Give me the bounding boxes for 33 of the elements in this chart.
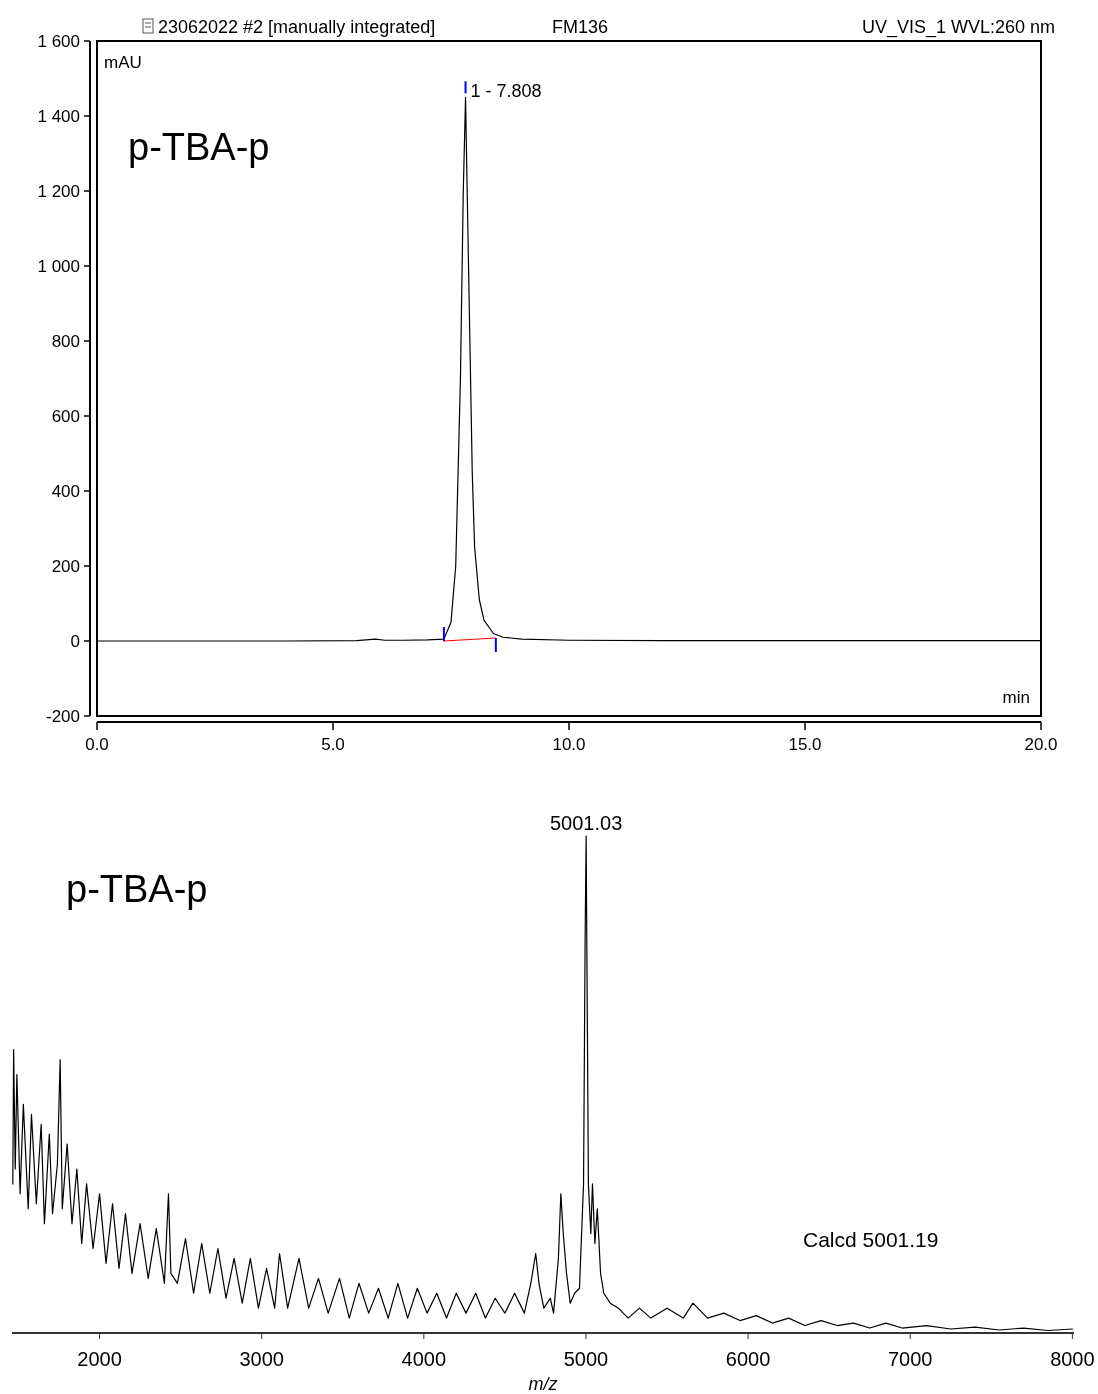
text: UV_VIS_1 WVL:260 nm xyxy=(861,17,1055,38)
y-tick-label: 1 000 xyxy=(37,256,80,276)
y-axis-title: mAU xyxy=(104,53,142,72)
x-tick-label: 10.0 xyxy=(552,735,586,754)
x-axis-title: min xyxy=(1002,688,1030,707)
annotation: p-TBA-p xyxy=(66,868,208,910)
y-tick-label: 1 200 xyxy=(37,181,80,201)
y-tick-label: 600 xyxy=(51,406,80,426)
x-tick-label: 0.0 xyxy=(85,735,109,754)
annotation: 1 - 7.808 xyxy=(470,81,542,102)
annotation: p-TBA-p xyxy=(128,126,270,168)
x-tick-label: 15.0 xyxy=(788,735,822,754)
y-tick-label: 200 xyxy=(51,556,80,576)
y-tick-label: 1 400 xyxy=(37,106,80,126)
x-tick-label: 2000 xyxy=(77,1348,122,1370)
x-tick-label: 6000 xyxy=(725,1348,771,1370)
x-tick-label: 3000 xyxy=(239,1348,284,1370)
x-tick-label: 5000 xyxy=(563,1348,609,1370)
x-tick-label: 4000 xyxy=(401,1348,447,1370)
y-tick-label: 800 xyxy=(51,331,80,351)
y-tick-label: 0 xyxy=(70,631,80,651)
y-tick-label: 1 600 xyxy=(37,31,80,51)
x-tick-label: 7000 xyxy=(887,1348,933,1370)
annotation: 5001.03 xyxy=(549,812,623,834)
chart-subtitle: 23062022 #2 [manually integrated] xyxy=(158,17,436,37)
chart-title: FM136 xyxy=(551,17,609,37)
y-tick-label: -200 xyxy=(45,706,80,726)
y-tick-label: 400 xyxy=(51,481,80,501)
annotation: Calcd 5001.19 xyxy=(803,1228,939,1251)
x-tick-label: 5.0 xyxy=(321,735,345,754)
x-axis-title: m/z xyxy=(528,1374,558,1394)
x-tick-label: 20.0 xyxy=(1024,735,1058,754)
x-tick-label: 8000 xyxy=(1050,1348,1095,1370)
